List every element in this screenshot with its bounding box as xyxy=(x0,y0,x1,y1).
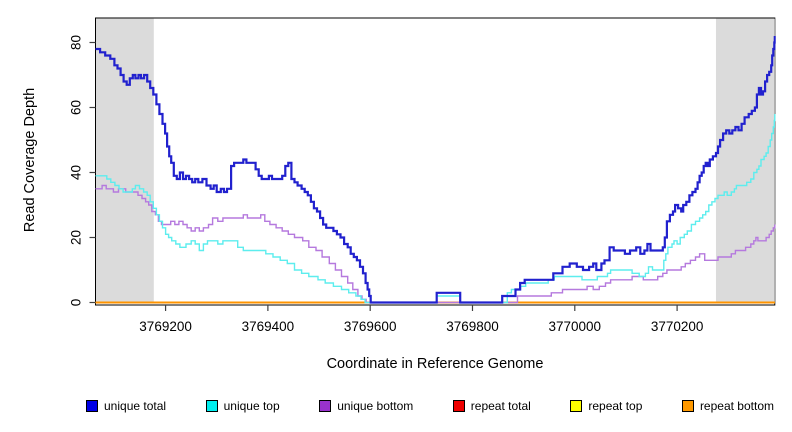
legend-label: repeat bottom xyxy=(699,399,774,413)
plot-border xyxy=(95,17,776,306)
x-tick-label: 3770200 xyxy=(651,319,704,334)
x-tick-label: 3769200 xyxy=(139,319,192,334)
legend-label: unique total xyxy=(104,399,167,413)
legend-item-repeat-bottom: repeat bottom xyxy=(681,399,774,413)
y-axis-title: Read Coverage Depth xyxy=(22,87,38,233)
y-tick-label: 0 xyxy=(69,299,84,307)
y-tick-label: 80 xyxy=(69,35,84,50)
legend-swatch-repeat-top xyxy=(570,400,583,412)
legend-label: unique bottom xyxy=(337,399,414,413)
y-tick-label: 40 xyxy=(69,165,84,180)
legend-label: repeat top xyxy=(588,399,643,413)
x-tick-label: 3769600 xyxy=(344,319,397,334)
legend-item-unique-bottom: unique bottom xyxy=(319,399,413,413)
legend-swatch-repeat-bottom xyxy=(681,400,694,412)
legend-item-repeat-top: repeat top xyxy=(570,399,642,413)
y-tick-label: 20 xyxy=(69,230,84,245)
x-tick-label: 3770000 xyxy=(549,319,602,334)
legend-item-unique-total: unique total xyxy=(86,399,166,413)
chart-legend: unique total unique top unique bottom re… xyxy=(86,399,774,413)
legend-label: unique top xyxy=(223,399,280,413)
legend-item-unique-top: unique top xyxy=(205,399,280,413)
legend-swatch-unique-top xyxy=(205,400,218,412)
repeat-region-shading xyxy=(96,18,154,304)
series-unique-bottom xyxy=(95,184,776,304)
y-tick-label: 60 xyxy=(69,100,84,115)
x-tick-label: 3769400 xyxy=(242,319,295,334)
legend-item-repeat-total: repeat total xyxy=(452,399,531,413)
series-unique-top xyxy=(95,114,776,304)
legend-swatch-unique-total xyxy=(86,400,98,412)
series-unique-total xyxy=(95,36,776,304)
x-tick-label: 3769800 xyxy=(446,319,499,334)
repeat-region-shading xyxy=(715,18,775,304)
x-axis-title: Coordinate in Reference Genome xyxy=(326,356,544,372)
legend-label: repeat total xyxy=(470,399,531,413)
legend-swatch-repeat-total xyxy=(452,400,465,412)
legend-swatch-unique-bottom xyxy=(319,400,332,412)
